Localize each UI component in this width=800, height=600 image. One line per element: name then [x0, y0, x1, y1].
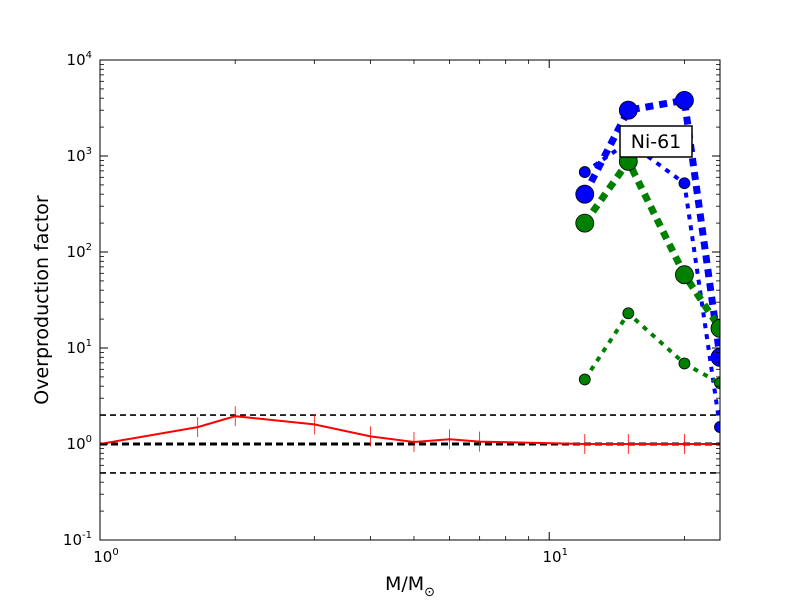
x-tick-label-0: 100	[93, 547, 118, 566]
series-point-4-2	[678, 357, 691, 370]
y-tick-label-2: 101	[67, 338, 92, 357]
series-line-1	[581, 96, 720, 358]
x-tick-label-1: 101	[542, 547, 567, 566]
plot-frame	[99, 59, 721, 541]
series-point-3-2	[675, 265, 694, 285]
y-tick-label-1: 100	[67, 434, 92, 453]
series-point-4-0	[578, 373, 591, 386]
series-point-2-3	[714, 421, 720, 433]
annotation-frame	[619, 125, 693, 158]
series-point-3-0	[575, 213, 595, 233]
x-axis-label-sub: ⊙	[424, 585, 435, 600]
series-layer	[100, 90, 720, 454]
y-tick-label-0: 10-1	[63, 530, 92, 549]
y-tick-label-5: 104	[67, 50, 92, 69]
series-point-1-0	[575, 184, 595, 204]
series-line-0	[100, 415, 720, 445]
series-line-2	[583, 139, 720, 428]
y-tick-label-3: 102	[67, 242, 92, 261]
y-tick-label-4: 103	[67, 146, 92, 165]
series-point-2-0	[578, 166, 591, 178]
series-point-3-3	[710, 319, 720, 338]
y-axis-label: Overproduction factor	[31, 195, 53, 405]
reference-lines	[100, 414, 720, 474]
series-point-1-2	[675, 90, 694, 110]
series-point-2-2	[678, 177, 691, 190]
annotation-box: Ni-61	[619, 125, 693, 158]
annotation-label: Ni-61	[631, 131, 682, 153]
series-line-4	[583, 310, 720, 385]
series-point-4-1	[622, 307, 635, 320]
x-axis-label: M/M⊙	[385, 573, 435, 600]
series-point-1-1	[618, 100, 638, 120]
